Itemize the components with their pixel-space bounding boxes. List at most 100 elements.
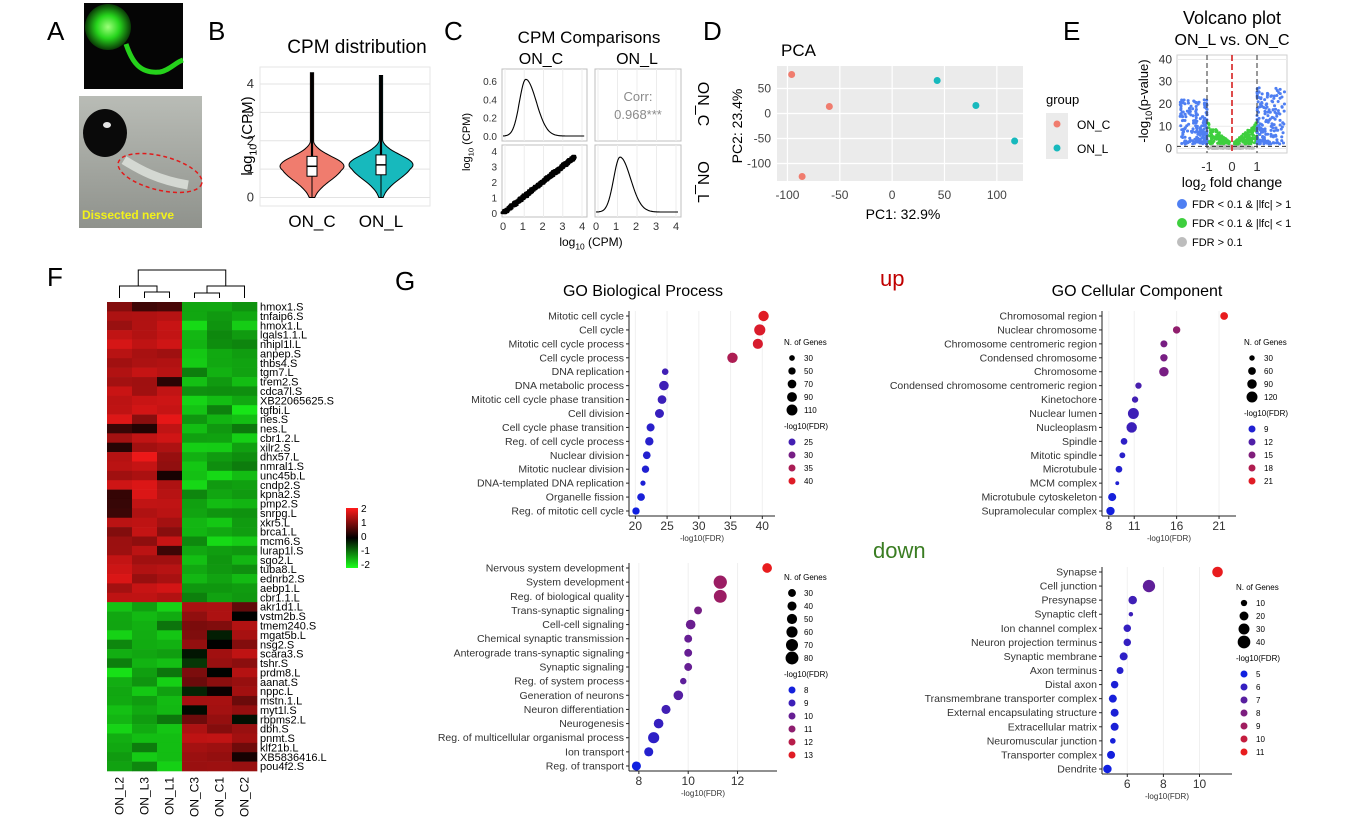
heatmap-cell: [207, 489, 233, 500]
nerve-highlight-circle: [117, 152, 203, 194]
size-legend-dot: [1247, 379, 1257, 389]
color-key-label: 2: [361, 504, 367, 515]
heatmap-cell: [132, 583, 158, 594]
legend-key-bg: [1046, 113, 1068, 159]
heatmap-cell: [182, 311, 208, 322]
heatmap-cell: [157, 564, 183, 575]
heatmap-cell: [182, 677, 208, 687]
heatmap-cell: [132, 555, 158, 565]
heatmap-cell: [207, 583, 233, 594]
y-tick-label: 0.2: [483, 114, 497, 125]
row-label: ON_C: [694, 82, 711, 126]
term-label: Microtubule: [1043, 464, 1097, 476]
go-term-dot: [645, 437, 654, 446]
panel-g-cc-down: 6 8 10 -log10(FDR) Synapse Cell junction Presy…: [925, 567, 1281, 802]
heatmap-cell: [107, 452, 133, 462]
row-label: nes.L: [260, 424, 287, 436]
go-term-dot: [752, 338, 763, 349]
size-legend-label: 10: [1256, 599, 1265, 608]
heatmap-cell: [232, 452, 258, 462]
heatmap-cell: [107, 630, 133, 640]
y-axis-label: PC2: 23.4%: [729, 89, 745, 164]
column-label: ON_L2: [113, 777, 127, 815]
row-label: mcm6.S: [260, 536, 300, 548]
row-label: hmox1.S: [260, 302, 303, 314]
term-label: Synapse: [1056, 567, 1097, 579]
heatmap-cell: [207, 752, 233, 762]
heatmap-cell: [182, 686, 208, 697]
heatmap-cell: [107, 302, 133, 312]
heatmap-cell: [182, 442, 208, 453]
heatmap-cell: [182, 386, 208, 397]
heatmap-cell: [182, 620, 208, 631]
x-tick-label: 12: [731, 774, 745, 788]
heatmap-cell: [182, 358, 208, 368]
row-label: xilr2.S: [260, 442, 291, 454]
heatmap-cell: [207, 714, 233, 725]
row-label: pmp2.S: [260, 499, 298, 511]
y-tick-label: 3: [491, 163, 497, 174]
go-term-dot: [684, 663, 693, 671]
heatmap-cell: [157, 311, 183, 322]
heatmap-cell: [157, 517, 183, 528]
term-label: Distal axon: [1045, 679, 1097, 691]
heatmap-cell: [232, 480, 258, 490]
y-tick-label: -50: [754, 132, 772, 146]
matrix-cell: [594, 144, 682, 218]
heatmap-cell: [207, 545, 233, 556]
row-label: vstm2b.S: [260, 611, 306, 623]
size-legend-title: N. of Genes: [784, 573, 827, 582]
y-tick-label: 10: [1159, 119, 1173, 133]
y-tick-label: 0.6: [483, 77, 497, 88]
go-down-label: down: [873, 538, 926, 563]
go-term-dot: [644, 747, 654, 757]
heatmap-cell: [157, 752, 183, 762]
heatmap-cell: [132, 564, 158, 575]
heatmap-cell: [157, 480, 183, 490]
heatmap-cell: [107, 414, 133, 425]
row-label: nmral1.S: [260, 461, 304, 473]
chart-title: GO Biological Process: [563, 283, 723, 300]
heatmap-cell: [232, 461, 258, 472]
term-label: Synaptic signaling: [539, 662, 624, 674]
term-label: Axon terminus: [1030, 665, 1097, 677]
go-term-dot: [694, 606, 703, 615]
heatmap-cell: [232, 433, 258, 443]
heatmap-cell: [232, 536, 258, 547]
color-legend-dot: [788, 725, 796, 733]
heatmap-cell: [157, 536, 183, 547]
heatmap-cell: [182, 630, 208, 640]
size-legend-dot: [1240, 599, 1248, 607]
x-tick-label: -1: [1201, 159, 1213, 174]
term-label: Dendrite: [1057, 764, 1097, 776]
term-label: Mitotic nuclear division: [518, 464, 624, 476]
x-axis-label: PC1: 32.9%: [866, 206, 941, 222]
y-tick-label: 0.4: [483, 95, 497, 106]
go-term-dot: [684, 648, 693, 657]
heatmap-cell: [182, 508, 208, 519]
x-tick-label: 6: [1124, 777, 1131, 791]
heatmap-cell: [132, 358, 158, 368]
heatmap-cell: [232, 724, 258, 734]
heatmap-cell: [107, 564, 133, 575]
term-label: Reg. of system process: [514, 676, 624, 688]
x-tick-label: 3: [653, 221, 659, 233]
heatmap-cell: [107, 358, 133, 368]
heatmap-cell: [157, 658, 183, 669]
size-legend-label: 60: [1264, 367, 1273, 376]
color-legend-label: 11: [1256, 748, 1265, 757]
heatmap-cell: [132, 311, 158, 322]
go-term-dot: [684, 634, 693, 643]
term-label: Neurogenesis: [559, 718, 624, 730]
heatmap-cell: [207, 405, 233, 415]
heatmap-cell: [132, 695, 158, 706]
heatmap-cell: [232, 677, 258, 687]
heatmap-cell: [207, 592, 233, 603]
eye-highlight: [103, 122, 111, 128]
heatmap-cell: [182, 330, 208, 340]
heatmap-cell: [182, 480, 208, 490]
color-legend-label: 21: [1264, 477, 1273, 486]
heatmap-cell: [157, 423, 183, 434]
heatmap-cell: [107, 330, 133, 340]
heatmap-cell: [132, 461, 158, 472]
